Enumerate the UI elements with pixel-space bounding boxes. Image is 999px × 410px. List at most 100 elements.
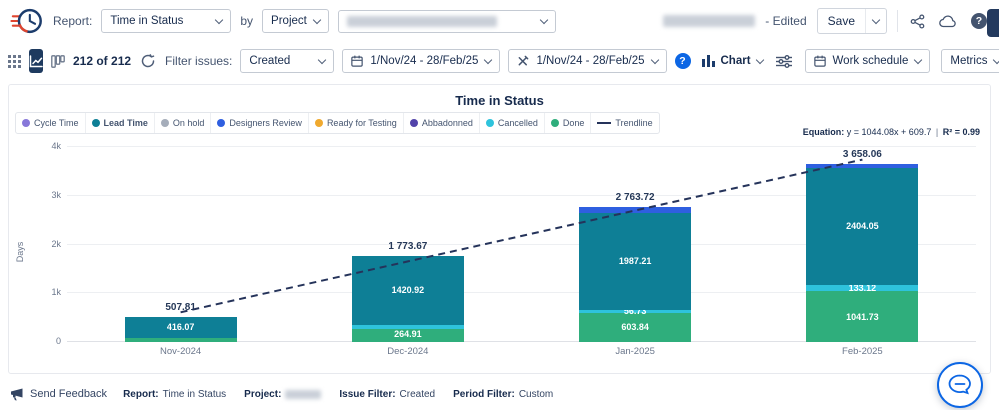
save-options-button[interactable] bbox=[865, 9, 886, 33]
legend-item-cancelled[interactable]: Cancelled bbox=[478, 113, 544, 133]
footer-item-label: Project: bbox=[244, 388, 282, 400]
board-view-button[interactable] bbox=[51, 49, 65, 73]
segment-cancelled[interactable] bbox=[806, 284, 919, 292]
legend-item-lead-time[interactable]: Lead Time bbox=[84, 113, 154, 133]
app-logo-icon bbox=[10, 4, 44, 38]
bar-total-label: 2 763.72 bbox=[615, 192, 655, 204]
equation-text: y = 1044.08x + 609.7 bbox=[846, 127, 932, 137]
redacted-project-name bbox=[346, 15, 497, 27]
segment-lead-time[interactable] bbox=[124, 317, 237, 338]
chart-card: Time in Status Cycle Time Lead Time On hol… bbox=[8, 84, 991, 374]
segment-cancelled[interactable] bbox=[351, 324, 464, 330]
display-settings-button[interactable] bbox=[774, 53, 794, 70]
work-schedule-icon bbox=[813, 55, 826, 67]
footer-item-value: Custom bbox=[518, 388, 554, 400]
chart-bars-icon bbox=[701, 55, 715, 67]
x-tick-label: Nov-2024 bbox=[160, 346, 202, 357]
bar-feb-2025[interactable]: 1041.73 133.12 2404.05 3 658.06 bbox=[806, 147, 919, 342]
chat-icon bbox=[948, 374, 972, 396]
send-feedback-link[interactable]: Send Feedback bbox=[10, 388, 107, 401]
legend-item-ready-for-testing[interactable]: Ready for Testing bbox=[307, 113, 403, 133]
y-tick-label: 4k bbox=[51, 141, 61, 151]
equation-separator: | bbox=[935, 127, 939, 137]
gridline bbox=[67, 341, 976, 342]
segment-designers-review[interactable] bbox=[579, 207, 692, 213]
gridline bbox=[67, 146, 976, 147]
bar-jan-2025[interactable]: 603.84 56.73 1987.21 2 763.72 bbox=[579, 147, 692, 342]
done-marker-icon bbox=[550, 119, 559, 127]
footer-item-report-: Report: Time in Status bbox=[123, 389, 226, 400]
trendline-marker-icon bbox=[597, 122, 612, 124]
segment-done[interactable] bbox=[351, 329, 464, 342]
chat-button[interactable] bbox=[937, 362, 983, 408]
equation-label: Equation: bbox=[802, 127, 845, 137]
created-range-value: 1/Nov/24 - 28/Feb/25 bbox=[370, 55, 479, 67]
share-button[interactable] bbox=[908, 12, 927, 31]
footer-item-label: Period Filter: bbox=[453, 388, 515, 400]
work-schedule-value: Work schedule bbox=[832, 55, 909, 67]
segment-lead-time[interactable] bbox=[351, 255, 464, 325]
ready-for-testing-marker-icon bbox=[314, 119, 323, 127]
bar-total-label: 3 658.06 bbox=[842, 148, 882, 160]
chevron-down-icon bbox=[993, 55, 999, 64]
help-icon: ? bbox=[971, 13, 987, 29]
created-range-dropdown[interactable]: 1/Nov/24 - 28/Feb/25 bbox=[342, 49, 501, 73]
segment-cancelled[interactable] bbox=[579, 309, 692, 313]
y-tick-label: 3k bbox=[51, 189, 61, 200]
work-range-value: 1/Nov/24 - 28/Feb/25 bbox=[536, 55, 645, 67]
work-range-dropdown[interactable]: 1/Nov/24 - 28/Feb/25 bbox=[508, 49, 667, 73]
metrics-dropdown[interactable]: Metrics bbox=[941, 49, 999, 73]
sliders-icon bbox=[775, 54, 792, 68]
header-actions: - Edited Save ? bbox=[663, 8, 989, 34]
footer-summary: Report: Time in Status Project: Issue Filte… bbox=[123, 389, 553, 400]
legend-item-abbadonned[interactable]: Abbadonned bbox=[402, 113, 479, 133]
legend-item-cycle-time[interactable]: Cycle Time bbox=[16, 113, 85, 133]
bar-dec-2024[interactable]: 264.91 1420.92 1 773.67 bbox=[351, 147, 464, 342]
segment-lead-time[interactable] bbox=[579, 212, 692, 310]
chevron-down-icon bbox=[484, 55, 493, 64]
chart-title: Time in Status bbox=[455, 93, 544, 108]
divider bbox=[897, 10, 898, 32]
legend-label: Trendline bbox=[615, 118, 653, 128]
on-hold-marker-icon bbox=[160, 119, 169, 127]
segment-lead-time[interactable] bbox=[806, 167, 919, 285]
bar-total-label: 507.81 bbox=[165, 302, 196, 314]
x-axis: Nov-2024 Dec-2024 Jan-2025 Feb-2025 bbox=[67, 346, 976, 360]
save-button[interactable]: Save bbox=[818, 9, 865, 33]
legend-item-designers-review[interactable]: Designers Review bbox=[210, 113, 308, 133]
project-dropdown[interactable] bbox=[337, 9, 556, 33]
x-tick-label: Jan-2025 bbox=[615, 346, 655, 357]
issue-filter-dropdown[interactable]: Created bbox=[240, 49, 335, 73]
report-type-dropdown[interactable]: Time in Status bbox=[101, 9, 232, 33]
segment-done[interactable] bbox=[806, 291, 919, 342]
work-schedule-dropdown[interactable]: Work schedule bbox=[804, 49, 931, 73]
refresh-button[interactable] bbox=[139, 52, 157, 70]
chevron-down-icon bbox=[318, 55, 327, 64]
cloud-sync-button[interactable] bbox=[937, 13, 959, 30]
help-button[interactable]: ? bbox=[969, 11, 989, 31]
chart-help-icon[interactable]: ? bbox=[674, 53, 691, 69]
cycle-time-marker-icon bbox=[22, 119, 30, 127]
legend-item-on-hold[interactable]: On hold bbox=[153, 113, 211, 133]
legend-label: On hold bbox=[172, 118, 205, 128]
group-by-dropdown[interactable]: Project bbox=[262, 9, 329, 33]
chart-type-dropdown[interactable]: Chart bbox=[701, 55, 764, 67]
grid-view-button[interactable] bbox=[8, 49, 21, 73]
tools-icon bbox=[517, 55, 529, 67]
legend-item-trendline[interactable]: Trendline bbox=[590, 113, 658, 133]
designers-review-marker-icon bbox=[217, 119, 226, 127]
save-button-group: Save bbox=[816, 8, 887, 34]
chart-view-button[interactable] bbox=[29, 49, 43, 73]
refresh-icon bbox=[141, 54, 155, 68]
report-type-value: Time in Status bbox=[110, 15, 184, 27]
cloud-icon bbox=[939, 15, 957, 28]
segment-done[interactable] bbox=[579, 312, 692, 342]
segment-designers-review[interactable] bbox=[806, 163, 919, 168]
footer-item-value: Created bbox=[399, 388, 436, 400]
redacted-report-title bbox=[663, 15, 756, 27]
segment-done[interactable] bbox=[124, 337, 237, 342]
legend-item-done[interactable]: Done bbox=[543, 113, 591, 133]
legend-label: Done bbox=[562, 118, 585, 128]
legend-label: Cycle Time bbox=[34, 118, 79, 128]
